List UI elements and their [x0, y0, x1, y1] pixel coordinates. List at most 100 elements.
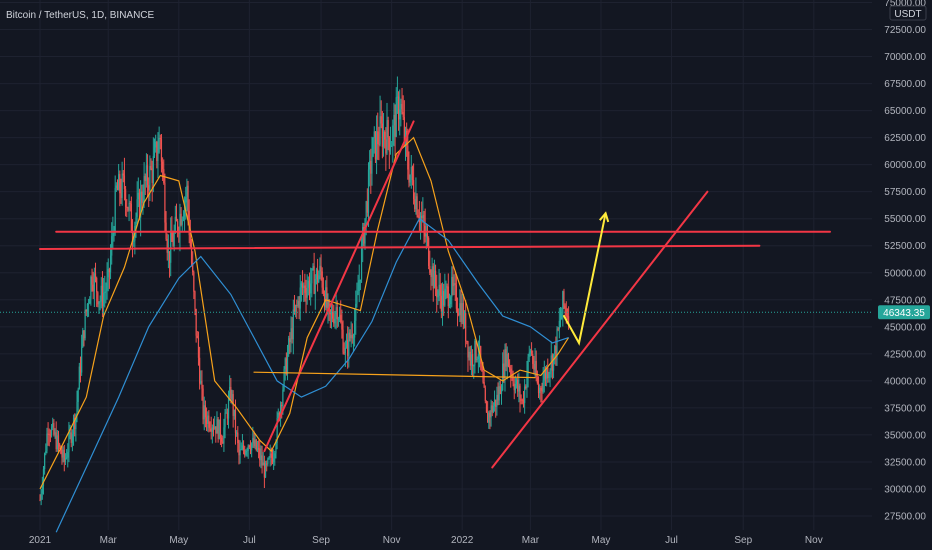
candle-body [283, 369, 285, 390]
candle-body [410, 166, 412, 175]
y-tick-label: 30000.00 [884, 484, 926, 495]
candle-body [251, 443, 253, 451]
candle-body [183, 202, 186, 217]
candle-body [99, 301, 101, 303]
y-tick-label: 47500.00 [884, 295, 926, 306]
candle-body [177, 221, 179, 232]
ma_slow-line [55, 217, 569, 533]
candle-body [109, 255, 112, 273]
candle-body [433, 270, 436, 289]
candle-body [423, 215, 425, 226]
candle-body [350, 334, 352, 339]
candle-body [338, 314, 341, 320]
candle-body [121, 173, 123, 198]
candle-body [556, 328, 558, 357]
candle-body [487, 412, 489, 423]
x-tick-label: Sep [312, 535, 330, 546]
candle-body [399, 109, 401, 120]
y-tick-label: 32500.00 [884, 457, 926, 468]
candle-body [409, 174, 411, 183]
candle-body [62, 449, 64, 458]
candle-body [122, 173, 124, 176]
candle-body [332, 311, 334, 319]
candle-body [318, 275, 320, 283]
candle-body [167, 251, 169, 253]
candle-body [81, 347, 83, 373]
candle-body [565, 308, 567, 316]
price-axis[interactable]: 27500.00 30000.00 32500.00 35000.00 37500.00… [884, 0, 926, 523]
candle-body [386, 120, 388, 154]
candle-body [266, 463, 268, 465]
x-tick-label: 2022 [451, 535, 474, 546]
candle-body [496, 394, 498, 407]
candle-body [49, 434, 52, 436]
candle-body [237, 432, 239, 444]
candle-body [303, 285, 305, 289]
time-axis[interactable]: 2021 Mar May Jul Sep Nov 2022 Mar May Jul Sep Nov [29, 535, 823, 546]
candle-body [392, 125, 394, 146]
candle-body [53, 423, 55, 435]
candle-body [316, 269, 319, 283]
candle-body [327, 300, 329, 309]
candle-body [173, 231, 175, 246]
candle-body [66, 457, 68, 459]
candle-body [107, 269, 109, 278]
candle-body [55, 432, 57, 450]
chart-title: Bitcoin / TetherUS, 1D, BINANCE [6, 10, 155, 21]
candle-body [555, 345, 557, 357]
candle-body [124, 189, 127, 207]
candle-body [514, 383, 516, 391]
candle-body [142, 202, 144, 204]
candle-body [71, 434, 73, 443]
candle-body [54, 432, 56, 435]
candle-body [493, 399, 496, 406]
candle-body [382, 132, 385, 147]
candle-body [85, 309, 87, 312]
candle-body [557, 328, 559, 330]
candle-body [74, 417, 76, 430]
candle-body [227, 398, 230, 419]
candle-body [562, 291, 564, 314]
candle-body [288, 338, 290, 355]
candle-body [305, 292, 307, 298]
candle-body [290, 328, 292, 342]
unit-badge[interactable]: USDT [889, 5, 927, 21]
candle-body [459, 303, 461, 316]
candle-body [308, 280, 311, 294]
candle-body [407, 145, 409, 170]
candle-body [286, 354, 289, 374]
candle-body [413, 180, 415, 200]
candle-body [478, 346, 481, 355]
candle-body [96, 277, 98, 293]
resistance-lower [39, 244, 761, 250]
candle-body [328, 300, 330, 310]
candle-body [356, 294, 358, 304]
candle-body [156, 141, 158, 162]
candle-body [525, 386, 527, 389]
candle-body [460, 303, 462, 322]
candle-body [128, 202, 130, 211]
candle-body [475, 340, 477, 360]
x-tick-label: May [592, 535, 611, 546]
candle-body [159, 137, 161, 140]
trend-up-2021 [263, 120, 415, 453]
candle-body [69, 432, 71, 434]
candle-body [242, 445, 245, 450]
candle-body [454, 283, 456, 286]
candle-body [171, 232, 173, 242]
candle-body [70, 432, 72, 443]
candle-body [259, 448, 261, 461]
candle-body [375, 131, 378, 160]
candle-body [417, 215, 419, 218]
candle-body [369, 160, 371, 170]
candle-body [411, 166, 414, 181]
candle-body [269, 453, 271, 458]
candle-body [372, 137, 374, 157]
candle-body [438, 284, 440, 291]
y-tick-label: 45000.00 [884, 322, 926, 333]
candle-body [468, 351, 470, 358]
candle-body [275, 442, 277, 454]
candle-body [428, 238, 430, 266]
candle-body [524, 386, 526, 403]
